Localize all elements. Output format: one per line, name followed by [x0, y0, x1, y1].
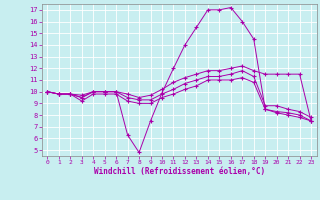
X-axis label: Windchill (Refroidissement éolien,°C): Windchill (Refroidissement éolien,°C) — [94, 167, 265, 176]
